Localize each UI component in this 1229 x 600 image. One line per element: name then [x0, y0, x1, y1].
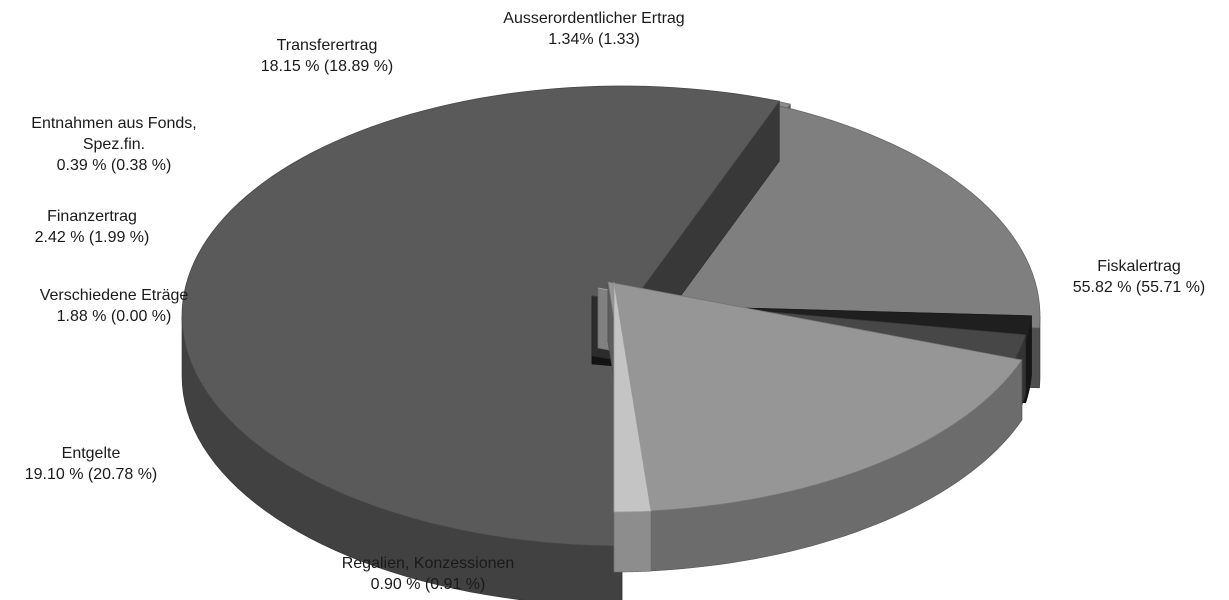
label-transferertrag-name: Transferertrag	[276, 37, 378, 54]
label-entgelte-pct: 19.10 % (20.78 %)	[24, 466, 158, 483]
slice-ausser-rim-0	[613, 510, 652, 573]
label-entgelte-name: Entgelte	[61, 445, 121, 462]
label-fiskalertrag-pct: 55.82 % (55.71 %)	[1072, 279, 1206, 296]
slice-ausser	[613, 281, 652, 573]
slice-ausser-top	[613, 281, 652, 513]
label-finanzertrag: Finanzertrag 2.42 % (1.99 %)	[35, 206, 150, 248]
label-verschiedene: Verschiedene Eträge 1.88 % (0.00 %)	[40, 285, 189, 327]
label-finanzertrag-pct: 2.42 % (1.99 %)	[34, 229, 150, 246]
label-fonds-pct: 0.39 % (0.38 %)	[56, 157, 172, 174]
label-verschiedene-name: Verschiedene Eträge	[39, 287, 189, 304]
slice-transfer-top	[607, 281, 1023, 512]
label-regalien: Regalien, Konzessionen 0.90 % (0.91 %)	[342, 553, 515, 595]
label-fiskalertrag: Fiskalertrag 55.82 % (55.71 %)	[1073, 256, 1206, 298]
label-ausserordentlich: Ausserordentlicher Ertrag 1.34% (1.33)	[503, 8, 684, 50]
label-ausserordentlich-pct: 1.34% (1.33)	[548, 31, 640, 48]
slice-fiskal-top	[181, 85, 781, 547]
label-verschiedene-pct: 1.88 % (0.00 %)	[56, 308, 172, 325]
label-fonds: Entnahmen aus Fonds, Spez.fin. 0.39 % (0…	[31, 113, 196, 176]
label-entgelte: Entgelte 19.10 % (20.78 %)	[25, 443, 158, 485]
label-ausserordentlich-name: Ausserordentlicher Ertrag	[503, 10, 685, 27]
label-regalien-name: Regalien, Konzessionen	[341, 555, 515, 572]
label-regalien-pct: 0.90 % (0.91 %)	[370, 576, 486, 593]
label-transferertrag: Transferertrag 18.15 % (18.89 %)	[261, 35, 394, 77]
label-finanzertrag-name: Finanzertrag	[47, 208, 137, 225]
label-transferertrag-pct: 18.15 % (18.89 %)	[260, 58, 394, 75]
slice-entgelte-top	[599, 105, 1041, 329]
label-fonds-name2: Spez.fin.	[82, 136, 146, 153]
label-fonds-name: Entnahmen aus Fonds,	[31, 115, 197, 132]
label-fiskalertrag-name: Fiskalertrag	[1097, 258, 1181, 275]
